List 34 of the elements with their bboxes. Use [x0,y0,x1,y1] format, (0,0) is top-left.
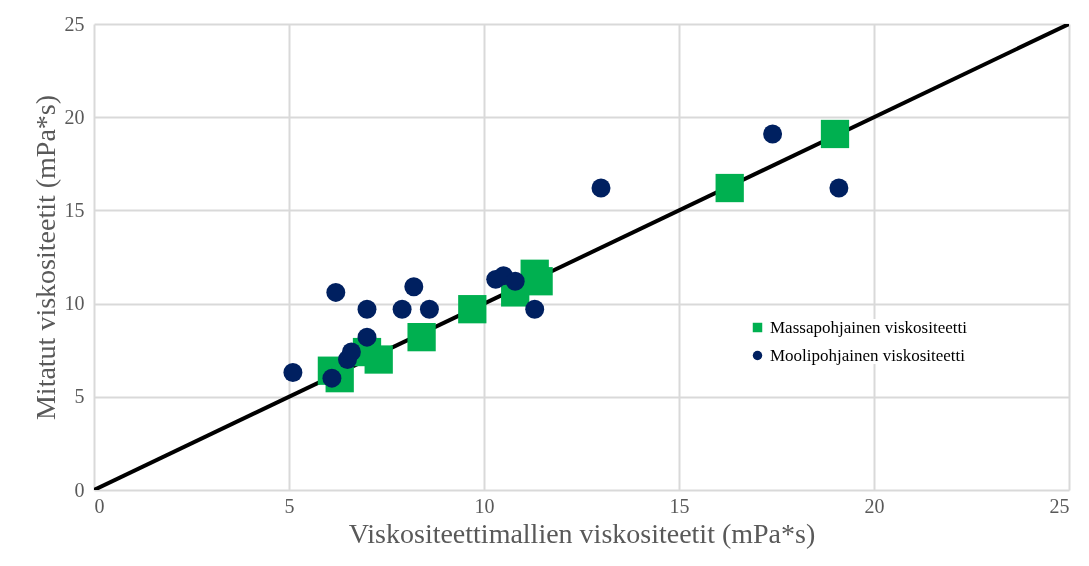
legend-label: Massapohjainen viskositeetti [770,317,968,337]
x-tick-label: 10 [474,494,495,517]
y-tick-label: 20 [64,105,85,128]
point [392,299,412,319]
point [715,173,744,203]
point [407,323,436,352]
legend-label: Moolipohjainen viskositeetti [770,345,966,365]
point [458,295,487,324]
x-tick-label: 0 [94,494,105,517]
y-tick-label: 5 [74,385,85,408]
x-tick-label: 20 [864,494,885,517]
x-axis-title: Viskositeettimallien viskositeetit (mPa*s) [348,517,816,549]
point [829,178,849,198]
point [283,363,303,383]
point [419,299,439,319]
x-tick-label: 5 [284,494,295,517]
point [820,119,850,149]
y-tick-label: 25 [64,12,85,35]
point [341,342,361,362]
y-tick-label: 0 [74,478,85,501]
y-tick-label: 15 [64,198,85,221]
point [357,327,377,347]
point [505,271,525,291]
point [364,345,393,374]
point [357,299,377,319]
x-tick-label: 25 [1049,494,1070,517]
point [525,299,545,319]
point [326,282,346,302]
point [404,277,424,297]
y-tick-label: 10 [64,292,85,315]
y-axis-title: Mitatut viskositeetit (mPa*s) [29,94,61,421]
point [591,178,611,198]
point [763,124,783,144]
x-tick-label: 15 [669,494,690,517]
